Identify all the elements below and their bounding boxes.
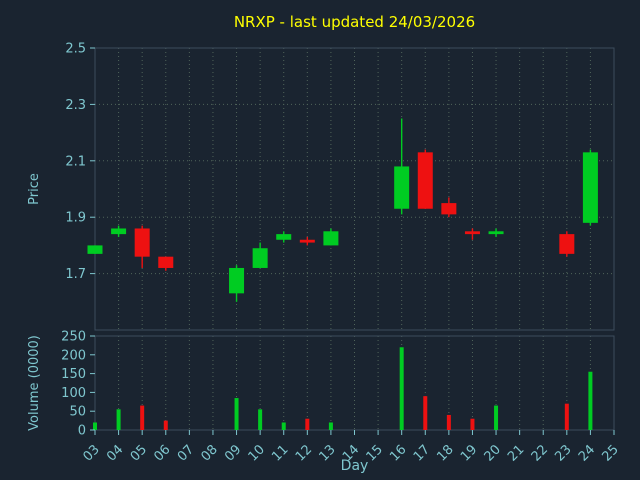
- candle-body: [229, 267, 245, 294]
- candle: [87, 245, 103, 254]
- volume-tick-label: 50: [69, 405, 86, 420]
- volume-axis-label: Volume (0000): [27, 335, 42, 431]
- volume-tick-label: 0: [78, 424, 86, 439]
- chart-title: NRXP - last updated 24/03/2026: [234, 13, 475, 31]
- candle-body: [417, 152, 433, 209]
- candle: [134, 225, 150, 268]
- volume-tick-label: 150: [61, 367, 86, 382]
- volume-bars: [93, 347, 593, 430]
- volume-bar: [423, 396, 428, 430]
- x-axis-label: Day: [341, 458, 369, 474]
- price-tick-label: 1.7: [65, 267, 86, 282]
- volume-bar: [140, 405, 145, 430]
- candle: [417, 149, 433, 209]
- candle-body: [276, 234, 292, 240]
- candle-body: [394, 166, 410, 209]
- candle: [276, 231, 292, 243]
- volume-tick-label: 200: [61, 348, 86, 363]
- volume-bar: [116, 409, 121, 430]
- volume-bar: [494, 405, 499, 430]
- candle-body: [158, 256, 174, 268]
- volume-tick-label: 250: [61, 330, 86, 345]
- candle-body: [134, 228, 150, 257]
- candle-body: [582, 152, 598, 223]
- volume-bar: [305, 418, 310, 430]
- candle-body: [464, 231, 480, 235]
- candle-body: [559, 234, 575, 254]
- candle: [464, 228, 480, 240]
- candle: [111, 225, 127, 237]
- candle: [582, 149, 598, 226]
- candle: [488, 228, 504, 237]
- candle-body: [323, 231, 339, 246]
- volume-tick-label: 100: [61, 386, 86, 401]
- volume-bar: [328, 422, 333, 430]
- candle-body: [87, 245, 103, 254]
- volume-bar: [163, 420, 168, 430]
- candle-body: [299, 239, 315, 243]
- volume-bar: [470, 418, 475, 430]
- candle-body: [111, 228, 127, 235]
- volume-bar: [258, 409, 263, 430]
- price-tick-label: 2.3: [65, 98, 86, 113]
- volume-bar: [446, 414, 451, 430]
- price-tick-label: 2.5: [65, 42, 86, 57]
- volume-bar: [564, 403, 569, 430]
- candle: [158, 256, 174, 271]
- candle: [299, 236, 315, 246]
- price-axis-label: Price: [27, 173, 42, 205]
- candle: [229, 265, 245, 302]
- candle: [441, 197, 457, 218]
- price-tick-label: 1.9: [65, 211, 86, 226]
- candle: [559, 231, 575, 257]
- volume-bar: [93, 422, 97, 430]
- volume-bar: [588, 371, 593, 430]
- candle: [323, 228, 339, 246]
- candle-body: [488, 231, 504, 235]
- candle: [252, 242, 268, 268]
- candlesticks: [87, 118, 598, 302]
- volume-bar: [234, 398, 239, 430]
- price-tick-label: 2.1: [65, 154, 86, 169]
- candle: [394, 118, 410, 215]
- volume-bar: [399, 347, 404, 430]
- candle-body: [441, 203, 457, 215]
- volume-bar: [281, 422, 286, 430]
- candle-body: [252, 248, 268, 268]
